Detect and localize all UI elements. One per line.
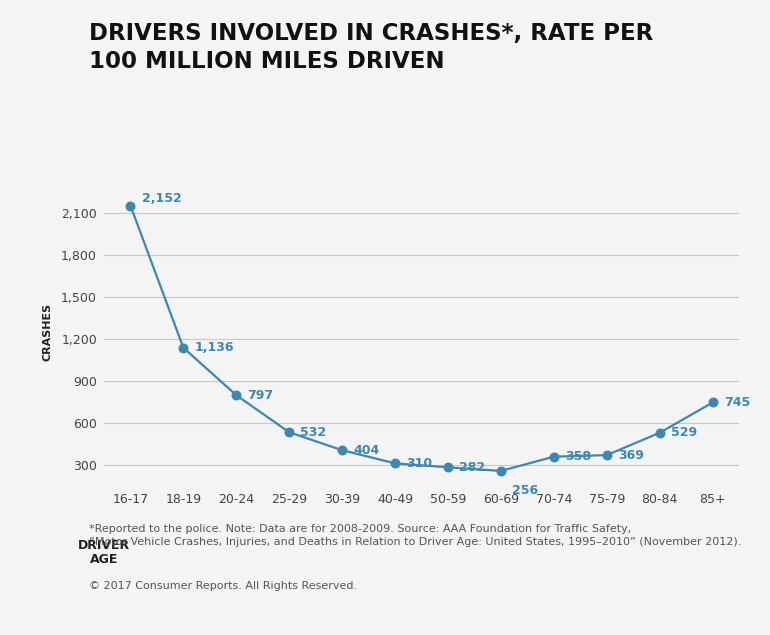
Text: DRIVERS INVOLVED IN CRASHES*, RATE PER
100 MILLION MILES DRIVEN: DRIVERS INVOLVED IN CRASHES*, RATE PER 1… — [89, 22, 653, 73]
Text: 745: 745 — [724, 396, 750, 409]
Y-axis label: CRASHES: CRASHES — [43, 303, 53, 361]
Text: DRIVER
AGE: DRIVER AGE — [78, 539, 130, 566]
Text: 532: 532 — [300, 426, 326, 439]
Text: 310: 310 — [407, 457, 432, 470]
Point — [177, 343, 189, 353]
Text: 369: 369 — [618, 448, 644, 462]
Text: 256: 256 — [512, 484, 538, 497]
Text: 404: 404 — [353, 444, 380, 457]
Point — [654, 427, 666, 438]
Text: 529: 529 — [671, 426, 697, 439]
Text: 797: 797 — [247, 389, 273, 402]
Point — [230, 390, 243, 400]
Point — [547, 451, 560, 462]
Text: 1,136: 1,136 — [195, 341, 234, 354]
Point — [336, 445, 348, 455]
Text: 358: 358 — [565, 450, 591, 463]
Point — [495, 466, 507, 476]
Text: 282: 282 — [459, 461, 485, 474]
Point — [707, 398, 719, 408]
Point — [283, 427, 296, 438]
Point — [124, 201, 136, 211]
Text: 2,152: 2,152 — [142, 192, 181, 205]
Text: © 2017 Consumer Reports. All Rights Reserved.: © 2017 Consumer Reports. All Rights Rese… — [89, 581, 357, 591]
Point — [601, 450, 613, 460]
Point — [389, 458, 401, 469]
Point — [442, 462, 454, 472]
Text: *Reported to the police. Note: Data are for 2008-2009. Source: AAA Foundation fo: *Reported to the police. Note: Data are … — [89, 524, 741, 547]
